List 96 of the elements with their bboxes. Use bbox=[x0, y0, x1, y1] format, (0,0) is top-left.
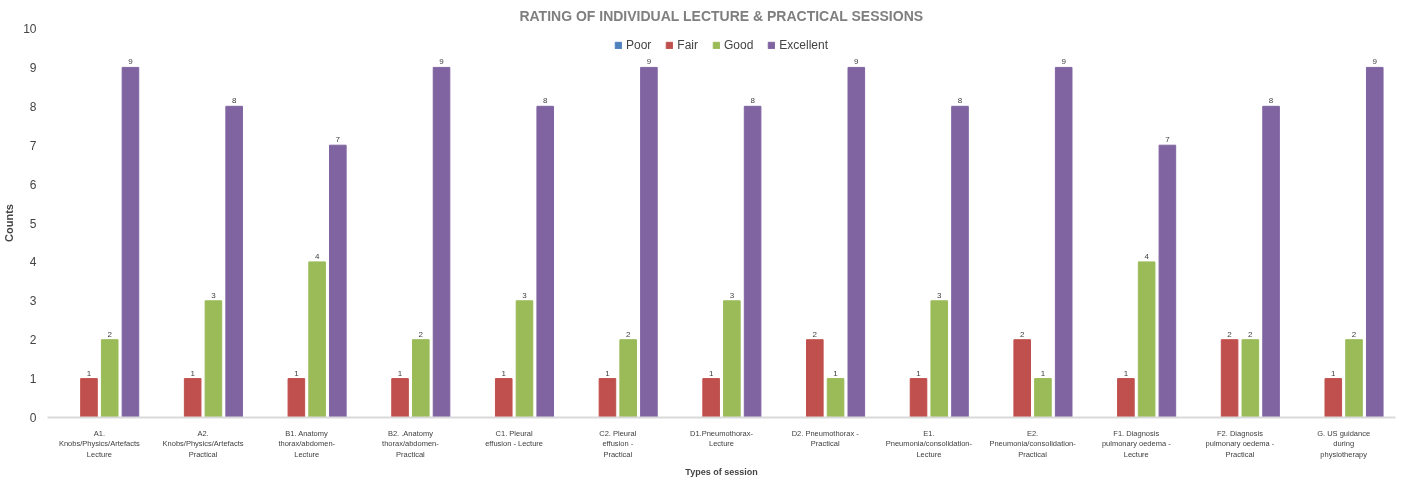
legend-label: Poor bbox=[625, 38, 652, 52]
legend-label: Good bbox=[723, 38, 754, 52]
bar bbox=[287, 378, 306, 418]
y-tick-label: 10 bbox=[23, 22, 37, 36]
chart-title: RATING OF INDIVIDUAL LECTURE & PRACTICAL SESSIONS bbox=[519, 7, 924, 24]
data-label: 8 bbox=[1268, 96, 1274, 106]
data-label: 2 bbox=[418, 329, 424, 339]
y-tick-label: 8 bbox=[29, 99, 37, 114]
bar bbox=[1013, 339, 1031, 418]
data-label: 2 bbox=[1248, 329, 1254, 339]
bar bbox=[640, 66, 658, 418]
bar bbox=[391, 378, 409, 418]
data-label: 1 bbox=[1040, 368, 1046, 378]
data-label: 2 bbox=[107, 329, 113, 339]
bar bbox=[432, 66, 451, 418]
bar bbox=[100, 339, 119, 418]
bar bbox=[1117, 378, 1135, 418]
data-label: 9 bbox=[646, 57, 652, 67]
data-label: 1 bbox=[86, 368, 92, 378]
y-tick-label: 5 bbox=[29, 216, 37, 231]
bar bbox=[494, 378, 513, 418]
bar bbox=[826, 378, 845, 418]
bar bbox=[1241, 339, 1260, 418]
y-tick-label: 2 bbox=[29, 333, 37, 348]
bar bbox=[204, 300, 223, 418]
bar bbox=[743, 105, 762, 418]
bar bbox=[1345, 339, 1363, 418]
bar bbox=[1137, 261, 1156, 418]
bar bbox=[329, 144, 347, 418]
y-tick-label: 4 bbox=[29, 255, 37, 270]
data-label: 9 bbox=[128, 57, 134, 67]
bar bbox=[1034, 378, 1052, 418]
data-label: 7 bbox=[1165, 135, 1171, 145]
data-label: 2 bbox=[1227, 329, 1233, 339]
bar bbox=[536, 105, 555, 418]
bar bbox=[183, 378, 202, 418]
data-label: 1 bbox=[397, 368, 403, 378]
data-label: 3 bbox=[729, 290, 735, 300]
data-label: 1 bbox=[605, 368, 611, 378]
y-tick-label: 3 bbox=[29, 294, 37, 309]
data-label: 3 bbox=[937, 290, 943, 300]
data-label: 9 bbox=[439, 57, 445, 67]
y-tick-label: 7 bbox=[29, 138, 37, 153]
data-label: 1 bbox=[708, 368, 714, 378]
y-axis-title: Counts bbox=[3, 204, 16, 242]
y-tick-label: 0 bbox=[29, 411, 37, 425]
y-tick-label: 1 bbox=[29, 372, 37, 387]
bar bbox=[1262, 105, 1280, 418]
data-label: 9 bbox=[854, 57, 860, 67]
bar bbox=[1324, 378, 1343, 418]
data-label: 3 bbox=[522, 290, 528, 300]
data-label: 2 bbox=[1351, 329, 1357, 339]
data-label: 8 bbox=[750, 96, 756, 106]
data-label: 4 bbox=[314, 251, 320, 261]
bar bbox=[598, 378, 617, 418]
bar bbox=[308, 261, 326, 418]
y-tick-label: 6 bbox=[29, 177, 37, 192]
data-label: 2 bbox=[812, 329, 818, 339]
bar bbox=[806, 339, 824, 418]
bar bbox=[1158, 144, 1177, 418]
bar bbox=[930, 300, 949, 418]
legend-label: Excellent bbox=[779, 38, 829, 52]
bar bbox=[723, 300, 741, 418]
data-label: 3 bbox=[211, 290, 217, 300]
bar bbox=[909, 378, 928, 418]
bar bbox=[515, 300, 534, 418]
data-label: 1 bbox=[501, 368, 507, 378]
bar bbox=[951, 105, 969, 418]
data-label: 2 bbox=[625, 329, 631, 339]
bar bbox=[847, 66, 866, 418]
data-label: 1 bbox=[190, 368, 196, 378]
x-axis-title: Types of session bbox=[685, 467, 758, 478]
bar bbox=[121, 66, 140, 418]
data-label: 1 bbox=[294, 368, 300, 378]
legend-label: Fair bbox=[677, 38, 698, 52]
y-tick-label: 9 bbox=[29, 60, 37, 75]
data-label: 8 bbox=[231, 96, 237, 106]
data-label: 4 bbox=[1144, 251, 1150, 261]
data-label: 1 bbox=[1123, 368, 1129, 378]
data-label: 1 bbox=[1331, 368, 1337, 378]
data-label: 9 bbox=[1372, 57, 1378, 67]
bar bbox=[1220, 339, 1239, 418]
data-label: 7 bbox=[335, 135, 341, 145]
data-label: 1 bbox=[916, 368, 922, 378]
data-label: 8 bbox=[543, 96, 548, 106]
data-label: 1 bbox=[833, 368, 839, 378]
bar bbox=[1365, 66, 1384, 418]
data-label: 9 bbox=[1061, 57, 1067, 67]
bar bbox=[702, 378, 720, 418]
data-label: 8 bbox=[957, 96, 963, 106]
bar bbox=[412, 339, 430, 418]
bar bbox=[80, 378, 98, 418]
bar bbox=[225, 105, 243, 418]
bar bbox=[1054, 66, 1073, 418]
data-label: 2 bbox=[1019, 329, 1025, 339]
bar bbox=[619, 339, 637, 418]
